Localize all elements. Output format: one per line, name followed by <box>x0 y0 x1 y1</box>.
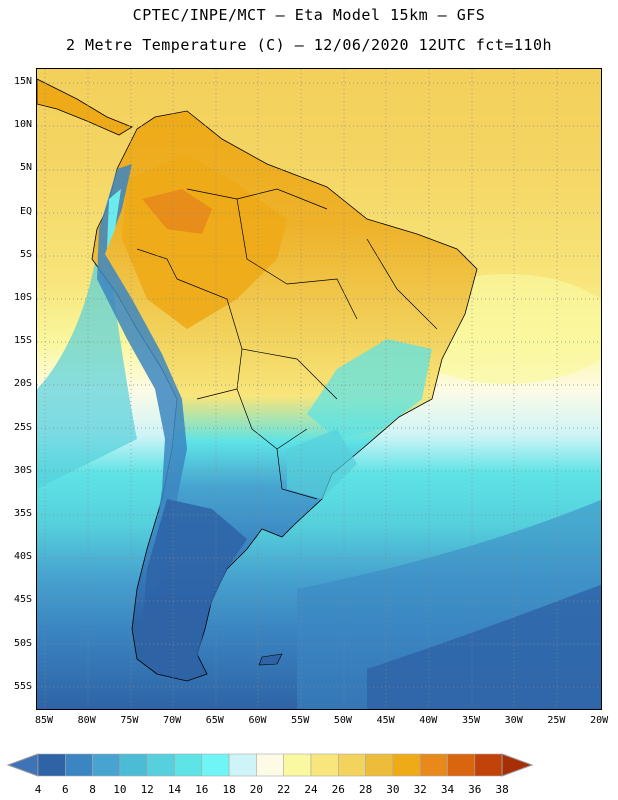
colorbar-label: 32 <box>413 783 427 796</box>
colorbar-label: 26 <box>331 783 345 796</box>
lon-label: 60W <box>248 715 267 726</box>
colorbar-swatch <box>201 753 230 777</box>
lon-label: 65W <box>205 715 224 726</box>
lat-label: 40S <box>13 551 32 563</box>
colorbar-label: 20 <box>249 783 264 796</box>
colorbar-swatch <box>474 753 503 777</box>
lat-label: 35S <box>13 508 32 519</box>
colorbar <box>6 753 534 777</box>
colorbar-label: 8 <box>89 783 96 796</box>
lon-label: 75W <box>120 715 139 726</box>
colorbar-swatch <box>65 753 93 777</box>
lon-label: 80W <box>77 715 96 726</box>
lon-label: 40W <box>419 715 438 726</box>
colorbar-label: 14 <box>167 783 182 796</box>
colorbar-swatch <box>419 753 448 777</box>
temperature-map <box>36 68 602 710</box>
colorbar-swatch <box>119 753 148 777</box>
colorbar-label: 30 <box>386 783 400 796</box>
colorbar-swatch <box>447 753 476 777</box>
lat-label: 20S <box>13 378 32 390</box>
colorbar-swatch <box>392 753 421 777</box>
colorbar-swatch <box>37 753 66 777</box>
lon-label: 50W <box>333 715 352 726</box>
colorbar-label: 6 <box>61 783 69 796</box>
colorbar-swatch <box>365 753 394 777</box>
colorbar-swatch <box>228 753 257 777</box>
colorbar-low-arrow <box>6 753 39 777</box>
colorbar-label: 36 <box>468 783 482 796</box>
colorbar-high-arrow <box>501 753 534 777</box>
lon-label: 45W <box>376 715 395 726</box>
colorbar-label: 34 <box>440 783 455 796</box>
colorbar-label: 10 <box>113 783 127 796</box>
colorbar-swatch <box>146 753 175 777</box>
lat-label: 55S <box>13 680 32 692</box>
lon-label: 20W <box>590 715 609 726</box>
colorbar-label: 22 <box>277 783 291 796</box>
lon-label: 30W <box>504 715 523 726</box>
colorbar-label: 28 <box>358 783 373 796</box>
lat-label: 10N <box>13 119 32 131</box>
lat-label: 30S <box>13 464 32 476</box>
colorbar-swatch <box>174 753 203 777</box>
map-subtitle: 2 Metre Temperature (C) – 12/06/2020 12U… <box>65 36 553 54</box>
lon-label: 25W <box>547 715 566 726</box>
colorbar-label: 18 <box>222 783 236 796</box>
lat-label: 10S <box>13 292 32 303</box>
map-title: CPTEC/INPE/MCT – Eta Model 15km – GFS <box>132 6 486 24</box>
colorbar-label: 12 <box>140 783 154 796</box>
colorbar-label: 38 <box>495 783 509 796</box>
lat-label: 15N <box>13 76 32 87</box>
lat-label: 25S <box>13 421 32 433</box>
colorbar-swatch <box>310 753 339 777</box>
colorbar-swatch <box>92 753 121 777</box>
colorbar-swatch <box>256 753 284 777</box>
lat-label: 5S <box>19 248 32 260</box>
lon-label: 35W <box>461 715 481 726</box>
country-borders <box>136 188 438 500</box>
lon-label: 70W <box>163 715 182 726</box>
lat-label: 45S <box>13 594 32 606</box>
lat-label: EQ <box>19 205 32 217</box>
colorbar-label: 4 <box>34 783 42 796</box>
colorbar-swatch <box>283 753 312 777</box>
lon-label: 85W <box>34 715 54 726</box>
lat-label: 50S <box>13 637 32 649</box>
lon-label: 55W <box>291 715 310 726</box>
lat-label: 5N <box>19 162 32 174</box>
lat-label: 15S <box>13 335 32 347</box>
colorbar-label: 24 <box>304 783 318 796</box>
colorbar-swatch <box>337 753 366 777</box>
colorbar-label: 16 <box>195 783 209 796</box>
